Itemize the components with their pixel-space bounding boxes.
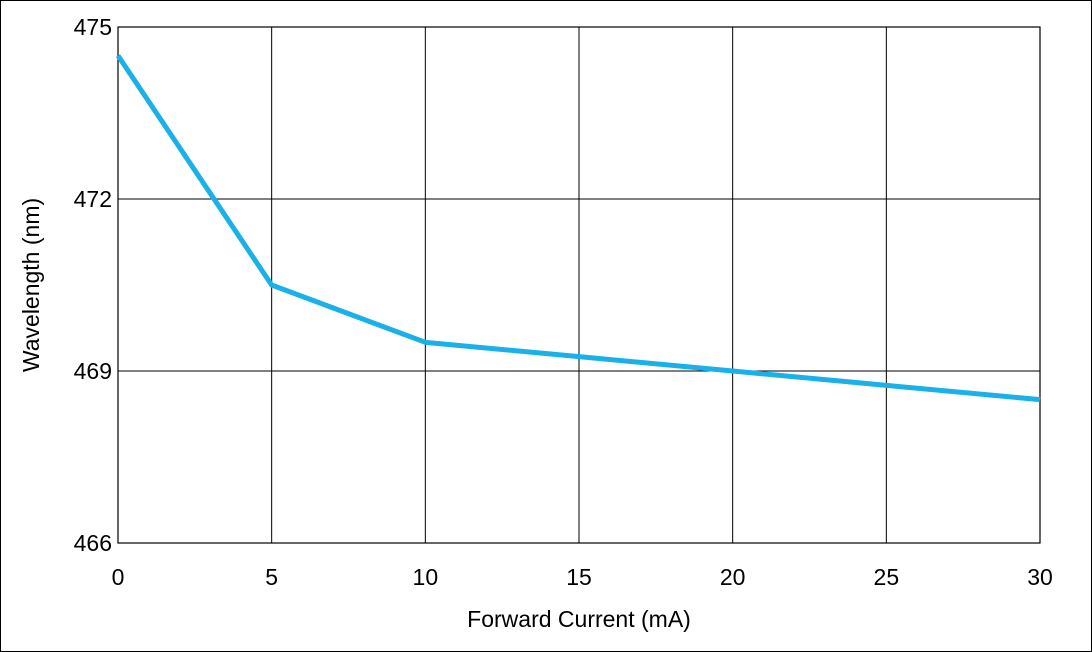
grid xyxy=(117,26,1041,544)
y-tick-label: 472 xyxy=(74,186,112,212)
x-axis-tick-labels: 0 5 10 15 20 25 30 xyxy=(112,564,1053,590)
x-axis-title: Forward Current (mA) xyxy=(467,606,691,632)
y-tick-label: 466 xyxy=(74,530,112,556)
x-tick-label: 15 xyxy=(566,564,592,590)
x-tick-label: 25 xyxy=(874,564,900,590)
plot-area-border xyxy=(117,26,1041,544)
y-tick-label: 475 xyxy=(74,14,112,40)
y-axis-tick-labels: 466 469 472 475 xyxy=(74,14,112,556)
x-tick-label: 5 xyxy=(265,564,278,590)
series-layer xyxy=(115,54,1041,403)
x-tick-label: 30 xyxy=(1027,564,1053,590)
x-tick-label: 0 xyxy=(112,564,125,590)
x-tick-label: 10 xyxy=(413,564,439,590)
series-line xyxy=(115,54,1041,403)
y-axis-title: Wavelength (nm) xyxy=(18,198,44,372)
x-tick-label: 20 xyxy=(720,564,746,590)
y-tick-label: 469 xyxy=(74,358,112,384)
